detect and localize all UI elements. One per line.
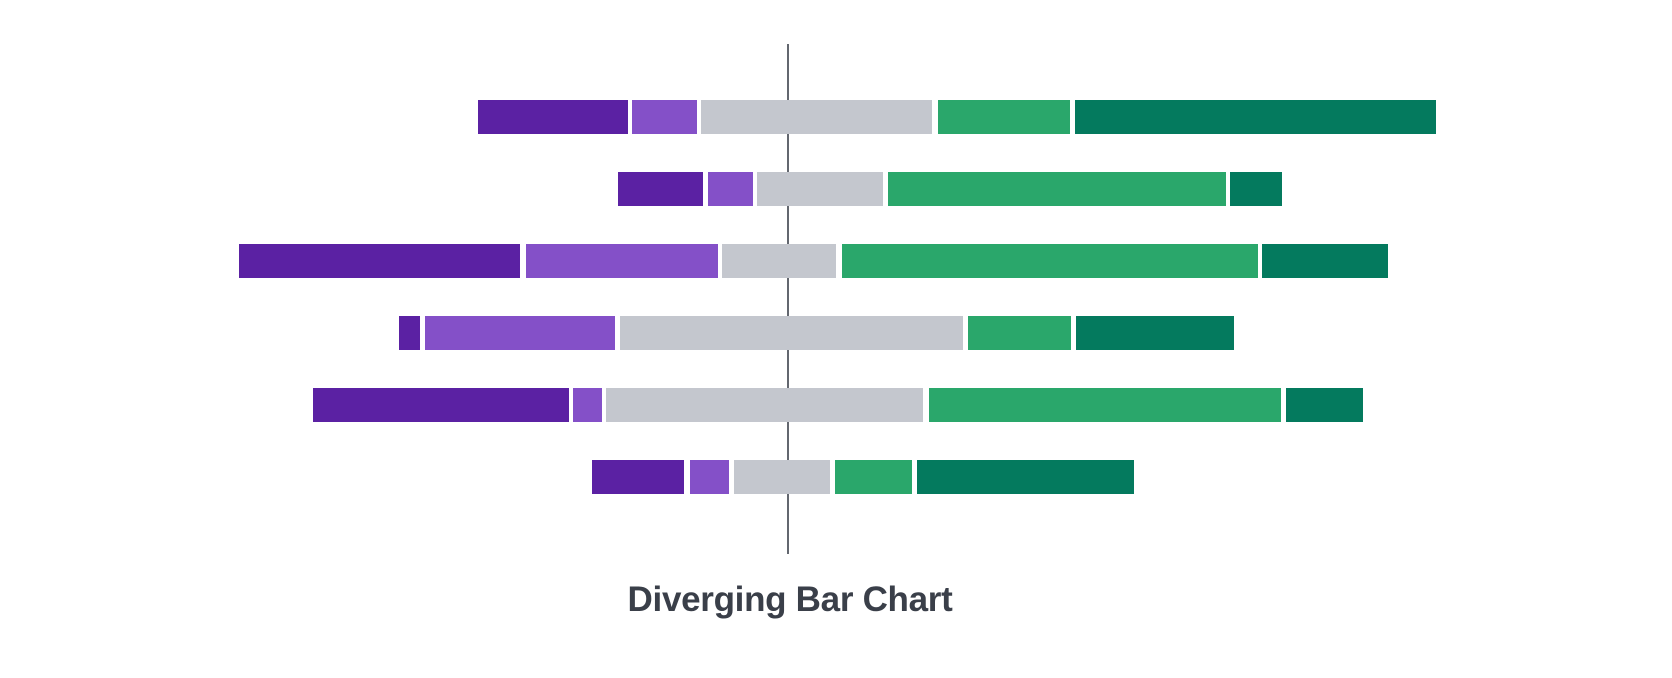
bar-segment-dark-purple [239,244,520,278]
zero-baseline [787,44,789,554]
chart-title: Diverging Bar Chart [627,580,953,619]
bar-segment-dark-green [1076,316,1234,350]
bar-segment-neutral-gray [620,316,963,350]
bar-segment-dark-green [1286,388,1363,422]
bar-segment-green [968,316,1071,350]
bar-segment-light-purple [690,460,729,494]
bar-segment-dark-purple [618,172,703,206]
bar-segment-neutral-gray [606,388,923,422]
bar-row-row-2 [0,172,1672,206]
bar-segment-neutral-gray [701,100,932,134]
bar-segment-dark-purple [399,316,420,350]
bar-segment-neutral-gray [722,244,836,278]
bar-segment-neutral-gray [734,460,830,494]
bar-segment-dark-green [1075,100,1436,134]
bar-segment-dark-purple [592,460,684,494]
bar-segment-dark-green [1230,172,1282,206]
bar-row-row-4 [0,316,1672,350]
bar-segment-light-purple [526,244,718,278]
bar-segment-light-purple [708,172,753,206]
bar-segment-neutral-gray [757,172,883,206]
bar-segment-dark-green [1262,244,1388,278]
bar-segment-green [888,172,1226,206]
bar-segment-green [842,244,1258,278]
bar-segment-dark-green [917,460,1134,494]
bar-segment-light-purple [632,100,697,134]
bar-segment-light-purple [573,388,602,422]
bar-row-row-3 [0,244,1672,278]
bar-segment-green [835,460,912,494]
bar-segment-green [938,100,1070,134]
bar-row-row-5 [0,388,1672,422]
bar-row-row-6 [0,460,1672,494]
bar-segment-green [929,388,1281,422]
bar-segment-light-purple [425,316,615,350]
bar-segment-dark-purple [313,388,569,422]
bar-row-row-1 [0,100,1672,134]
bar-segment-dark-purple [478,100,628,134]
